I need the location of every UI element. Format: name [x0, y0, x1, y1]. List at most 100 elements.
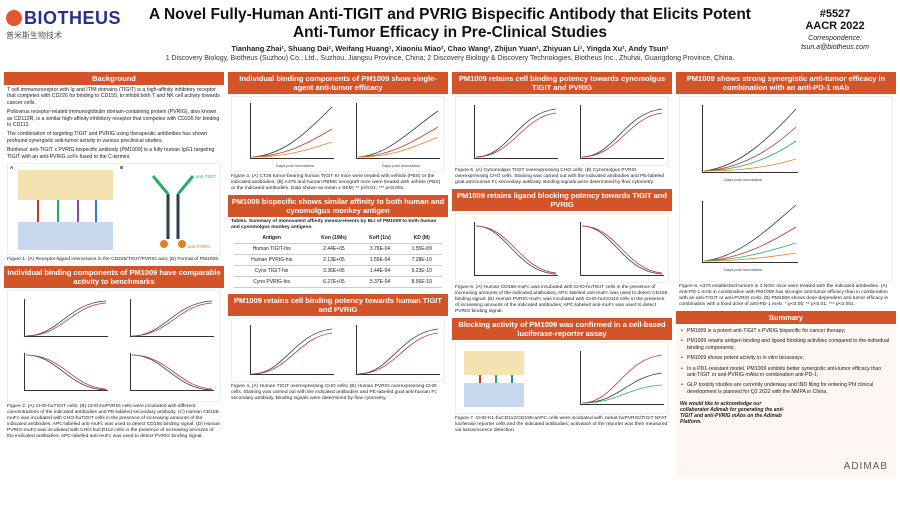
table-cell: 1.55E-04 — [358, 254, 402, 266]
fig1-caption: Figure 1. (A) Receptor-ligand interactio… — [7, 257, 220, 263]
summary-item: PM1009 shows potent activity in in vitro… — [680, 355, 892, 362]
figure-6 — [455, 213, 669, 283]
affinity-section-title: PM1009 bispecific shows similar affinity… — [228, 195, 448, 217]
fig3b-plot — [356, 103, 440, 159]
table-cell: 2.13E+05 — [309, 254, 359, 266]
correspondence-label: Correspondence: — [808, 35, 862, 42]
fig6a-plot — [474, 222, 558, 276]
figure-4 — [231, 318, 445, 382]
table-cell: 7.28E-10 — [401, 254, 442, 266]
adimab-logo: ADIMAB — [843, 461, 888, 472]
table-header: KD (M) — [401, 233, 442, 244]
table-cell: 6.27E+05 — [309, 276, 359, 288]
figure-1: A B anti-TIGIT anti-PVRIG — [7, 163, 221, 256]
column-1: Background T cell immunoreceptor with Ig… — [4, 72, 224, 504]
combination-section-title: PM1009 shows strong synergistic anti-tum… — [676, 72, 896, 94]
background-paragraph: The combination of targeting TIGIT and P… — [7, 131, 208, 144]
correspondence-email[interactable]: tsun.a@biotheus.com — [801, 44, 869, 51]
logo-word: BIOTHEUS — [24, 8, 122, 28]
biotheus-logo-mark-icon — [6, 10, 22, 26]
acknowledgement: We would like to acknowledge our collabo… — [680, 401, 785, 426]
fig1-label-b: B — [120, 165, 124, 171]
apc-cell — [18, 170, 113, 201]
fig7-curves — [581, 354, 663, 404]
column-4: PM1009 shows strong synergistic anti-tum… — [676, 72, 896, 504]
fig6b-plot — [580, 222, 664, 276]
summary-item: PM1009 retains antigen binding and ligan… — [680, 338, 892, 351]
fig3b-x-label: Days post inoculation — [382, 163, 421, 168]
table-header: Antigen — [234, 233, 310, 244]
column-3: PM1009 retains cell binding potency towa… — [452, 72, 672, 504]
jurkat-cell — [464, 383, 524, 407]
fig8b-plot — [702, 201, 798, 263]
title-line-1: A Novel Fully-Human Anti-TIGIT and PVRIG… — [149, 6, 751, 23]
summary-item: GLP toxicity studies are currently under… — [680, 382, 892, 395]
correspondence: Correspondence: tsun.a@biotheus.com — [780, 34, 890, 52]
aapc-cell — [464, 351, 524, 375]
fig2-curves — [25, 300, 213, 391]
fig4-curves — [251, 328, 439, 375]
biotheus-logo: BIOTHEUS 普米斯生物技术 — [6, 8, 126, 50]
fig1-anti-pvrig-label: anti-PVRIG — [188, 244, 211, 249]
table-cell: Human TIGIT-his — [234, 243, 310, 255]
table-cell: 6.23E-10 — [401, 265, 442, 277]
table-cell: 5.37E-04 — [358, 276, 402, 288]
fig3a-plot — [250, 103, 334, 159]
fig3-caption: Figure 3. (A) CT26 tumor-bearing human T… — [231, 174, 441, 191]
authors: Tianhang Zhai¹, Shuang Dai¹, Weifang Hua… — [231, 44, 669, 53]
poster-number-text: #5527 — [819, 8, 851, 20]
binding-section-title: Individual binding components of PM1009 … — [4, 266, 224, 289]
background-paragraph: Poliovirus receptor-related immunoglobul… — [7, 109, 220, 129]
column-2: Individual binding components of PM1009 … — [228, 72, 448, 504]
table-cell: 3.36E+05 — [309, 265, 359, 277]
fig7-assay-diagram — [464, 351, 524, 407]
fig8a-plot — [702, 105, 798, 173]
table-cell: Cyno TIGIT-his — [234, 265, 310, 277]
fig1-anti-tigit-label: anti-TIGIT — [196, 174, 217, 179]
fig6-caption: Figure 6. (A) Human CD155-muFc was incub… — [455, 285, 668, 314]
fig8-caption: Figure 8. A375 established tumors in 3 N… — [679, 284, 889, 307]
table-cell: 1.55E-09 — [401, 243, 442, 255]
fig2a-plot — [24, 299, 108, 338]
fig2-caption: Figure 2. (A) CHO-huTIGIT cells; (B) CHO… — [7, 404, 221, 440]
fig5a-plot — [474, 105, 558, 159]
table-header: Koff (1/s) — [358, 233, 402, 244]
figure-3: Days post inoculation Days post inoculat… — [231, 96, 445, 172]
efficacy-section-title: Individual binding components of PM1009 … — [228, 72, 448, 94]
table-cell: 1.44E-04 — [358, 265, 402, 277]
fig6-curves — [475, 225, 663, 275]
conference-name: AACR 2022 — [805, 20, 865, 32]
table-row: Cyno PVRIG-his 6.27E+05 5.37E-04 8.56E-1… — [234, 276, 442, 288]
poster-title: A Novel Fully-Human Anti-TIGIT and PVRIG… — [130, 6, 770, 42]
fig5b-plot — [580, 105, 664, 159]
table-cell: 8.56E-10 — [401, 276, 442, 288]
affinity-table: Antigen Kon (1/Ms) Koff (1/s) KD (M) Hum… — [234, 233, 442, 288]
poster-number: #5527 AACR 2022 — [780, 8, 890, 32]
fig5-caption: Figure 5. (A) Cynomolgus TIGIT overexpre… — [455, 168, 665, 185]
table-row: Human TIGIT-his 2.44E+05 3.78E-04 1.55E-… — [234, 243, 442, 255]
background-paragraph: T cell immunoreceptor with Ig and ITIM d… — [7, 87, 220, 106]
affiliations: 1 Discovery Biology, Biotheus (Suzhou) C… — [165, 55, 735, 62]
cyno-binding-section-title: PM1009 retains cell binding potency towa… — [452, 72, 672, 94]
summary-item: PM1009 is a potent anti-TIGIT x PVRIG bi… — [680, 328, 892, 335]
table1-title: Table1. Summary of monovalent affinity m… — [231, 219, 437, 230]
figure-2 — [7, 290, 221, 403]
fig2c-plot — [24, 353, 108, 392]
fig1-diagram: anti-TIGIT anti-PVRIG — [18, 170, 217, 251]
fig4b-plot — [356, 325, 440, 375]
table-row: Cyno TIGIT-his 3.36E+05 1.44E-04 6.23E-1… — [234, 265, 442, 277]
fig5-curves — [475, 108, 663, 158]
background-title: Background — [4, 72, 224, 85]
table-cell: 3.78E-04 — [358, 243, 402, 255]
fig2d-plot — [130, 353, 214, 392]
fig7-caption: Figure 7. CHO-K1-huCD112/CD155-aAPC cell… — [455, 416, 668, 433]
summary-title: Summary — [676, 311, 896, 324]
t-cell — [18, 222, 113, 251]
fig8b-x-label: Days post inoculation — [724, 267, 763, 272]
table-header-row: Antigen Kon (1/Ms) Koff (1/s) KD (M) — [234, 233, 442, 244]
fig8a-x-label: Days post inoculation — [724, 177, 763, 182]
antibody-format-diagram — [151, 175, 195, 249]
fig8-curves — [703, 108, 797, 262]
background-text: T cell immunoreceptor with Ig and ITIM d… — [7, 87, 221, 160]
